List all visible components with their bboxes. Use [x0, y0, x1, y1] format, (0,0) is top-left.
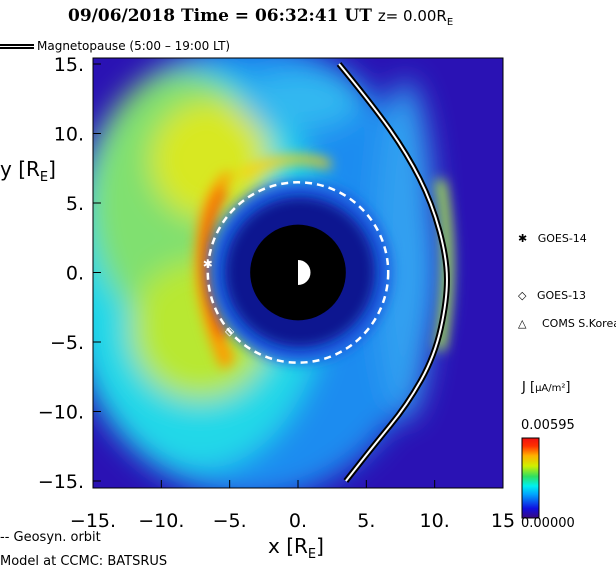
x-tick-label: 0. [289, 510, 307, 532]
title-z: z= 0.00RE [377, 7, 454, 28]
x-tick-label: 15 [491, 510, 515, 532]
title-date: 09/06/2018 [68, 6, 176, 26]
satellite-marker-0: ✱ [203, 257, 213, 271]
sat-legend-goes13: ◇ GOES-13 [518, 289, 587, 302]
colorbar [521, 437, 540, 519]
colorbar-title: J [µA/m²] [522, 380, 571, 395]
model-footer: Model at CCMC: BATSRUS [0, 554, 168, 569]
x-tick-label: −5. [213, 510, 247, 532]
magnetopause-inner [338, 63, 448, 482]
y-axis-label: y [RE] [0, 157, 56, 185]
magnetopause-curve [336, 62, 450, 483]
y-tick-label: −5. [50, 332, 84, 354]
y-tick-label: 5. [66, 193, 84, 215]
magnetopause-legend-label: Magnetopause (5:00 – 19:00 LT) [37, 39, 231, 53]
magnetopause-legend-line [0, 44, 34, 49]
x-tick-label: −10. [138, 510, 184, 532]
geosyn-legend: -- Geosyn. orbit [0, 530, 101, 545]
colorbar-min-label: 0.00000 [521, 516, 575, 531]
earth-day-night-icon [284, 259, 312, 286]
heatmap-field: ✱◇ [93, 58, 503, 488]
y-tick-label: −10. [38, 402, 84, 424]
satellite-marker-1: ◇ [225, 324, 235, 338]
x-tick-label: 5. [357, 510, 375, 532]
y-tick-label: −15. [38, 471, 84, 493]
magnetopause-legend: Magnetopause (5:00 – 19:00 LT) [0, 39, 230, 53]
y-tick-label: 0. [66, 263, 84, 285]
y-tick-label: 10. [54, 124, 84, 146]
asterisk-icon: ✱ [518, 232, 528, 245]
plot-title: 09/06/2018 Time = 06:32:41 UT z= 0.00RE [68, 6, 453, 28]
colorbar-max-label: 0.00595 [521, 418, 575, 433]
x-tick-label: −15. [70, 510, 116, 532]
y-tick-label: 15. [54, 54, 84, 76]
sat-legend-coms: △ COMS S.Korea [518, 317, 616, 330]
title-time: Time = 06:32:41 UT [180, 6, 372, 26]
sat-legend-goes14: ✱ GOES-14 [518, 232, 587, 245]
x-axis-label: x [RE] [268, 534, 324, 562]
x-tick-label: 10. [420, 510, 450, 532]
triangle-icon: △ [518, 317, 527, 330]
geosyn-orbit [206, 181, 390, 364]
diamond-icon: ◇ [518, 289, 527, 302]
